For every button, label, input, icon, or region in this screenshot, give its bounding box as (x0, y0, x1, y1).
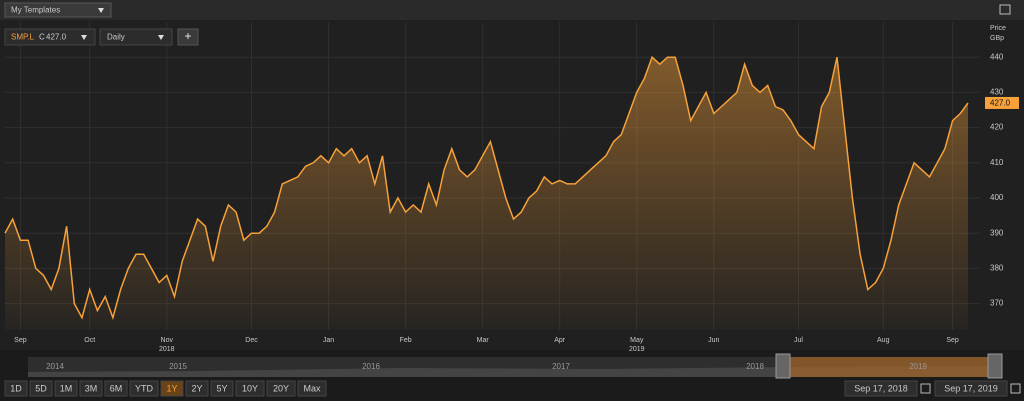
navigator-year: 2016 (362, 362, 380, 371)
x-tick-label: Apr (554, 337, 566, 344)
y-tick-label: 420 (990, 123, 1004, 132)
range-label: 5Y (216, 383, 227, 393)
range-label: 1Y (166, 383, 177, 393)
range-label: Max (303, 383, 321, 393)
range-label: 2Y (191, 383, 202, 393)
x-tick-label: Aug (877, 337, 890, 344)
range-label: 1M (60, 383, 73, 393)
close-label: C (39, 33, 45, 42)
add-label: + (184, 29, 191, 43)
symbol-box[interactable] (4, 28, 96, 46)
range-label: 6M (110, 383, 123, 393)
last-price-tag (985, 96, 1019, 109)
add-button[interactable] (177, 28, 199, 46)
y-tick-label: 440 (990, 52, 1004, 61)
navigator-history (28, 366, 990, 377)
interval-box[interactable] (99, 28, 173, 46)
range-button[interactable] (29, 380, 53, 397)
interval: Daily (107, 33, 125, 42)
date-box[interactable] (844, 380, 918, 397)
range-label: 20Y (273, 383, 289, 393)
range-button[interactable] (235, 380, 265, 397)
date-label: Sep 17, 2019 (944, 383, 998, 393)
x-tick-label: Jan (323, 337, 334, 344)
calendar-icon[interactable] (920, 383, 931, 394)
y-tick-label: 380 (990, 264, 1004, 273)
x-tick-label: Jul (794, 337, 803, 344)
last-price-label: 427.0 (990, 99, 1011, 108)
range-button[interactable] (210, 380, 234, 397)
range-button[interactable] (185, 380, 209, 397)
y-axis-label: Price (990, 25, 1006, 32)
y-tick-label: 400 (990, 193, 1004, 202)
navigator-selection[interactable] (790, 357, 990, 377)
area (5, 57, 968, 330)
line (4, 55, 969, 321)
x-tick-label: Mar (477, 337, 490, 344)
range-label: 3M (85, 383, 98, 393)
x-tick-label: Nov (161, 337, 174, 344)
year-label: 2019 (629, 346, 645, 353)
year-label: 2018 (159, 346, 175, 353)
y-tick-label: 390 (990, 228, 1004, 237)
x-tick-label: Sep (14, 337, 27, 344)
dropdown-arrow (81, 35, 87, 40)
range-label: 10Y (242, 383, 258, 393)
navigator-year: 2015 (169, 362, 187, 371)
range-button[interactable] (129, 380, 159, 397)
dropdown-arrow (158, 35, 164, 40)
dropdown-arrow (98, 8, 104, 13)
x-tick-label: Jun (708, 337, 719, 344)
navigator-handle[interactable] (987, 353, 1003, 379)
range-label: 1D (10, 383, 22, 393)
navigator-year: 2019 (909, 362, 927, 371)
range-label: 5D (35, 383, 47, 393)
templates-dropdown[interactable] (4, 2, 112, 18)
range-button[interactable] (79, 380, 103, 397)
y-axis-unit: GBp (990, 35, 1004, 42)
range-button[interactable] (4, 380, 28, 397)
x-tick-label: May (630, 337, 644, 344)
date-label: Sep 17, 2018 (854, 383, 908, 393)
range-button[interactable] (160, 380, 184, 397)
calendar-icon[interactable] (1010, 383, 1021, 394)
y-tick-label: 410 (990, 158, 1004, 167)
navigator-year: 2017 (552, 362, 570, 371)
navigator-year: 2014 (46, 362, 64, 371)
top-bar (0, 0, 1024, 20)
date-box[interactable] (934, 380, 1008, 397)
templates-label: My Templates (11, 6, 60, 15)
navigator-handle[interactable] (775, 353, 791, 379)
print-icon[interactable] (999, 4, 1011, 15)
y-tick-label: 430 (990, 88, 1004, 97)
range-button[interactable] (266, 380, 296, 397)
range-button[interactable] (104, 380, 128, 397)
navigator-year: 2018 (746, 362, 764, 371)
symbol: SMP.L (11, 33, 35, 42)
x-tick-label: Dec (245, 337, 258, 344)
close-value: 427.0 (46, 33, 67, 42)
x-tick-label: Feb (400, 337, 412, 344)
range-button[interactable] (297, 380, 327, 397)
y-tick-label: 370 (990, 299, 1004, 308)
range-label: YTD (135, 383, 154, 393)
x-tick-label: Sep (946, 337, 959, 344)
range-button[interactable] (54, 380, 78, 397)
x-tick-label: Oct (84, 337, 95, 344)
